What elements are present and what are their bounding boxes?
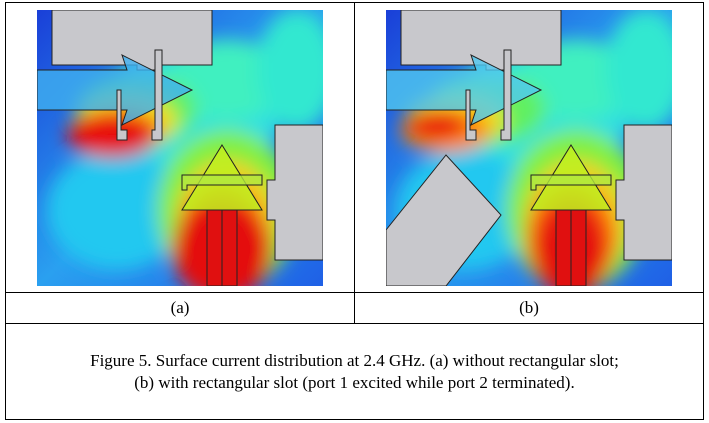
- field-blob: [67, 113, 157, 157]
- page: (a) (b) Figure 5. Surface current distri…: [0, 0, 709, 423]
- caption-line: (b) with rectangular slot (port 1 excite…: [6, 372, 703, 394]
- caption-line: Figure 5. Surface current distribution a…: [6, 350, 703, 372]
- field-blob: [406, 111, 466, 139]
- panel-label: (b): [355, 293, 704, 324]
- right-block: [616, 125, 672, 260]
- figure-table: (a) (b) Figure 5. Surface current distri…: [5, 2, 704, 420]
- image-cell: [355, 3, 704, 293]
- image-cell: [6, 3, 355, 293]
- caption: Figure 5. Surface current distribution a…: [6, 324, 704, 420]
- panel-label: (a): [6, 293, 355, 324]
- heatmap-b: [386, 10, 672, 286]
- right-block: [267, 125, 323, 260]
- heatmap-a: [37, 10, 323, 286]
